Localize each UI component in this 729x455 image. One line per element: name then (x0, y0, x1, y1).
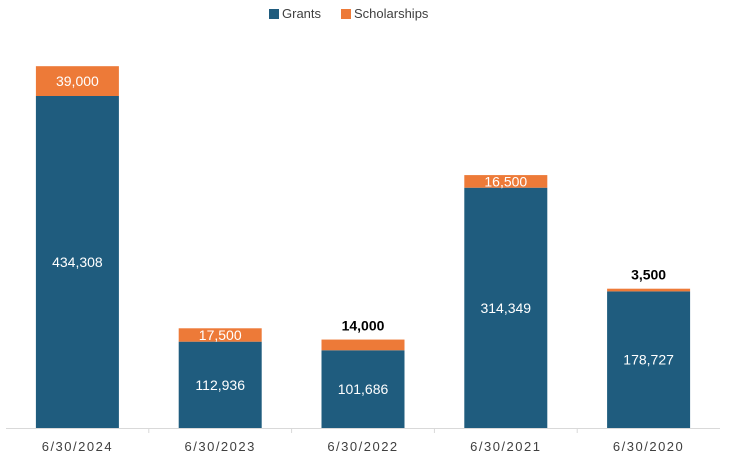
data-label-scholarships: 3,500 (631, 267, 666, 283)
bar-grants (35, 96, 119, 428)
data-label-scholarships: 39,000 (56, 73, 99, 89)
bar-scholarships (178, 328, 262, 342)
data-label-grants: 434,308 (52, 254, 103, 270)
bar-grants (321, 350, 405, 428)
x-tick-label: 6/30/2024 (42, 439, 113, 454)
data-label-grants: 112,936 (195, 377, 245, 393)
bars (35, 66, 691, 428)
bar-scholarships (35, 66, 119, 96)
x-tick-label: 6/30/2023 (185, 439, 256, 454)
bar-scholarships (464, 175, 548, 188)
x-tick-label: 6/30/2021 (470, 439, 541, 454)
x-axis-ticks: 6/30/2024 6/30/2023 6/30/2022 6/30/2021 6/30… (42, 428, 684, 454)
legend-label-grants: Grants (282, 6, 322, 21)
bar-grants (178, 341, 262, 428)
bar-grants (607, 291, 691, 428)
bar-scholarships (607, 288, 691, 292)
bar-scholarships (321, 339, 405, 351)
data-label-scholarships: 16,500 (484, 173, 527, 189)
legend-swatch-scholarships (341, 9, 351, 19)
legend: Grants Scholarships (269, 6, 429, 21)
legend-swatch-grants (269, 9, 279, 19)
data-label-scholarships: 17,500 (199, 327, 242, 343)
x-tick-label: 6/30/2020 (613, 439, 684, 454)
bar-grants (464, 187, 548, 428)
data-label-scholarships: 14,000 (342, 318, 385, 334)
data-label-grants: 314,349 (480, 300, 531, 316)
data-label-grants: 101,686 (338, 381, 389, 397)
data-labels: 434,308 39,000 112,936 17,500 101,686 14,000 3… (52, 73, 674, 397)
x-tick-label: 6/30/2022 (327, 439, 398, 454)
legend-label-scholarships: Scholarships (354, 6, 429, 21)
data-label-grants: 178,727 (623, 352, 674, 368)
